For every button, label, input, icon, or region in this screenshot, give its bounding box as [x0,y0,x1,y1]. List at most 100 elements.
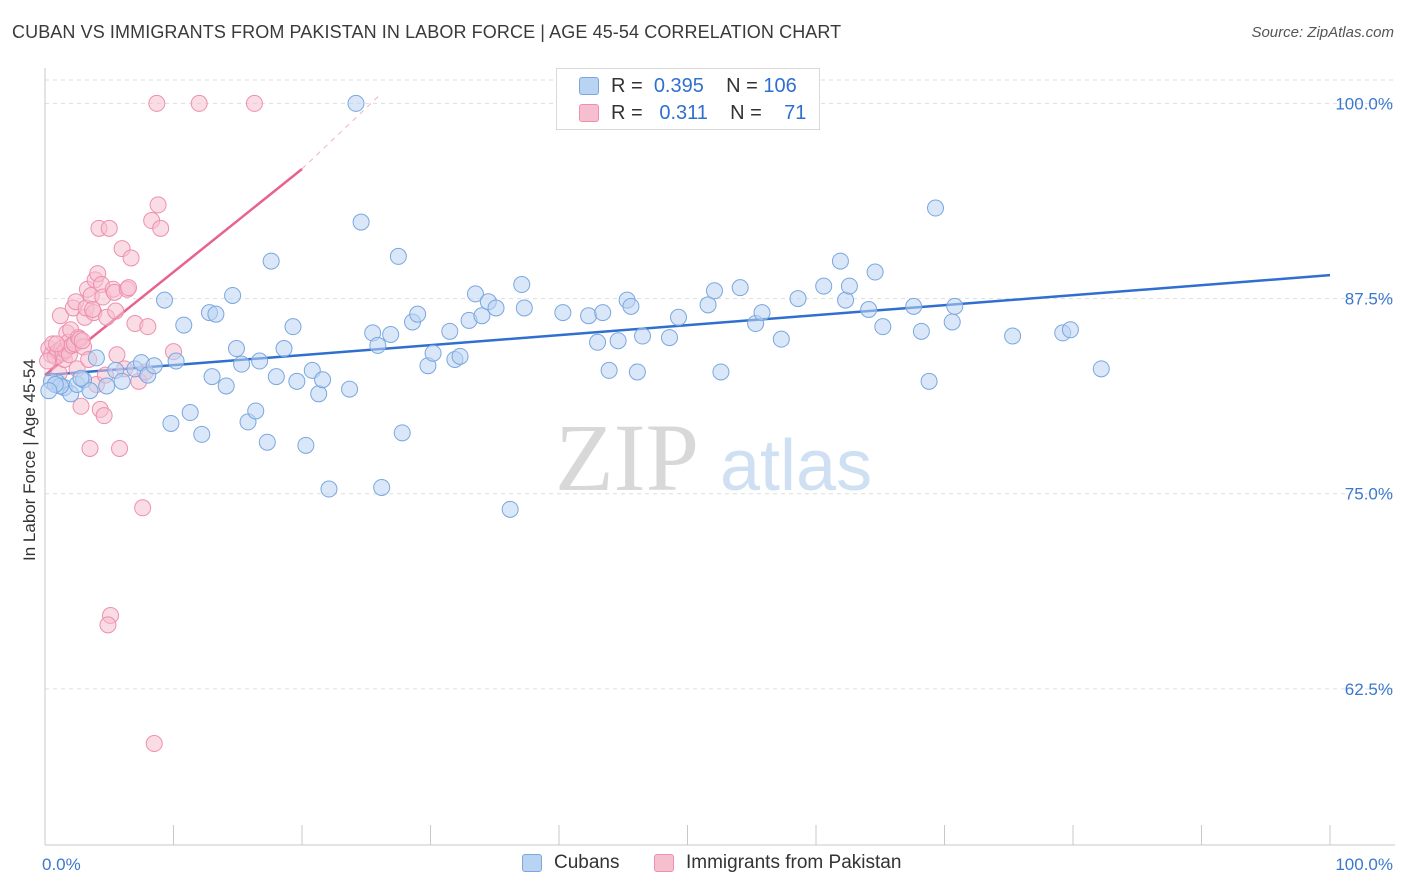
pakistan-point [84,301,102,318]
cubans-point [789,290,807,308]
cubans-point [466,285,484,303]
pakistan-swatch [579,104,599,122]
cubans-point [217,377,235,395]
cubans-point [203,368,221,386]
series-pakistan-points [39,94,263,753]
pakistan-point [95,407,113,425]
n-value: 71 [784,101,807,124]
trend-lines [44,95,1331,377]
cubans-point [634,327,652,345]
trend-line-pakistan-extension [301,95,380,170]
cubans-point [347,94,365,112]
cubans-point [580,307,598,325]
y-tick-labels: 62.5% 75.0% 87.5% 100.0% [1335,94,1393,698]
pakistan-point [39,352,57,370]
n-label: N = [726,74,758,97]
cubans-point [193,425,211,443]
cubans-point [247,402,265,420]
legend-row-pakistan: R = 0.311 N = 71 [579,100,806,126]
cubans-point [162,414,180,432]
cubans-point [609,332,627,350]
cubans-point [373,478,391,496]
cubans-point [81,382,99,400]
cubans-point [513,276,531,294]
cubans-point [382,325,400,343]
pakistan-point [149,196,167,214]
cubans-point [912,322,930,340]
cubans-point [40,382,58,400]
cubans-point [207,305,225,323]
legend-item-pakistan[interactable]: Immigrants from Pakistan [654,852,901,874]
cubans-point [224,286,242,304]
pakistan-point [99,616,117,634]
pakistan-point [120,279,138,297]
legend-item-cubans[interactable]: Cubans [522,852,620,874]
cubans-point [262,252,280,270]
cubans-point [840,277,858,295]
watermark-atlas: atlas [720,426,872,506]
cubans-point [731,279,749,297]
cubans-point [712,363,730,381]
cubans-point [451,347,469,365]
pakistan-point [190,94,208,112]
cubans-point [815,277,833,295]
cubans-point [284,318,302,336]
cubans-point [167,352,185,370]
cubans-point [831,252,849,270]
pakistan-point [73,332,91,350]
pakistan-label: Immigrants from Pakistan [686,852,902,873]
cubans-point [661,329,679,347]
cubans-point [314,371,332,389]
pakistan-point [134,499,152,517]
cubans-point [424,344,442,362]
cubans-point [943,313,961,331]
cubans-point [175,316,193,334]
cubans-label: Cubans [554,852,620,873]
pakistan-point [72,397,90,415]
cubans-point [501,500,519,518]
cubans-point [369,336,387,354]
cubans-point [946,297,964,315]
pakistan-point [107,302,125,320]
cubans-point [837,291,855,309]
cubans-point [227,340,245,358]
cubans-point [905,297,923,315]
cubans-point [393,424,411,442]
cubans-point [670,308,688,326]
cubans-point [772,330,790,348]
pakistan-point [81,439,99,457]
cubans-point [87,349,105,367]
pakistan-point [100,219,118,237]
watermark: ZIP atlas [555,404,872,511]
cubans-point [310,385,328,403]
pakistan-point [51,307,69,325]
cubans-swatch [522,854,542,872]
y-axis-label: In Labor Force | Age 45-54 [20,359,39,561]
cubans-point [275,340,293,358]
r-label: R = [611,74,643,97]
pakistan-swatch [654,854,674,872]
correlation-legend: R = 0.395 N = 106 R = 0.311 N = 71 [556,68,820,130]
source-label: Source: ZipAtlas.com [1251,24,1394,41]
cubans-point [699,296,717,314]
cubans-point [866,263,884,281]
cubans-point [181,404,199,422]
pakistan-point [48,335,66,353]
cubans-point [441,322,459,340]
grid-lines [45,79,1395,690]
y-tick-label: 62.5% [1345,680,1393,699]
cubans-point [267,368,285,386]
cubans-point [622,297,640,315]
cubans-point [473,307,491,325]
cubans-point [145,357,163,375]
r-value: 0.311 [659,101,708,124]
cubans-point [515,299,533,317]
x-tick-label: 0.0% [42,855,81,874]
cubans-point [705,282,723,300]
watermark-zip: ZIP [555,404,699,511]
cubans-point [98,377,116,395]
cubans-point [389,247,407,265]
chart-title: CUBAN VS IMMIGRANTS FROM PAKISTAN IN LAB… [12,22,842,42]
series-legend: Cubans Immigrants from Pakistan [0,852,1406,878]
cubans-point [753,304,771,322]
